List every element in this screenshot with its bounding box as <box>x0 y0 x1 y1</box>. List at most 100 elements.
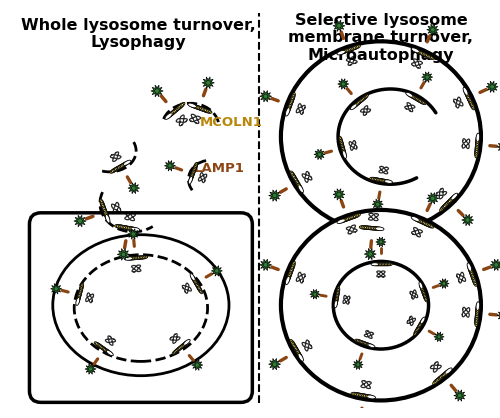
Ellipse shape <box>336 287 340 294</box>
Ellipse shape <box>294 346 299 354</box>
Ellipse shape <box>344 217 352 221</box>
Ellipse shape <box>354 393 364 397</box>
Polygon shape <box>427 24 439 36</box>
Ellipse shape <box>193 105 202 110</box>
Ellipse shape <box>362 394 370 398</box>
Polygon shape <box>151 85 163 97</box>
Ellipse shape <box>440 204 446 211</box>
Ellipse shape <box>383 263 391 266</box>
Ellipse shape <box>168 111 175 117</box>
Ellipse shape <box>470 102 475 110</box>
Ellipse shape <box>416 324 422 330</box>
Ellipse shape <box>341 144 345 152</box>
Ellipse shape <box>78 291 82 299</box>
Ellipse shape <box>53 235 229 376</box>
Ellipse shape <box>348 215 357 219</box>
Ellipse shape <box>360 341 368 345</box>
Ellipse shape <box>420 285 424 292</box>
Ellipse shape <box>347 215 356 220</box>
Ellipse shape <box>463 87 468 95</box>
Ellipse shape <box>124 257 133 260</box>
Ellipse shape <box>464 89 469 97</box>
Polygon shape <box>202 77 214 89</box>
Polygon shape <box>427 193 439 204</box>
Polygon shape <box>364 248 376 260</box>
Ellipse shape <box>124 160 131 166</box>
Ellipse shape <box>467 95 472 103</box>
Ellipse shape <box>415 326 420 333</box>
Ellipse shape <box>475 144 478 153</box>
Ellipse shape <box>104 209 108 218</box>
Ellipse shape <box>80 285 83 293</box>
Ellipse shape <box>131 256 140 260</box>
Ellipse shape <box>470 273 476 281</box>
Ellipse shape <box>192 166 196 173</box>
Polygon shape <box>192 360 203 370</box>
Polygon shape <box>439 279 449 288</box>
Ellipse shape <box>192 167 196 175</box>
Ellipse shape <box>176 346 182 352</box>
Circle shape <box>88 367 92 371</box>
Ellipse shape <box>420 220 428 225</box>
Circle shape <box>430 196 435 201</box>
Ellipse shape <box>104 348 110 354</box>
Ellipse shape <box>337 219 345 224</box>
Ellipse shape <box>476 142 479 151</box>
Polygon shape <box>268 190 280 201</box>
Ellipse shape <box>468 97 472 105</box>
Ellipse shape <box>469 100 474 108</box>
Ellipse shape <box>372 263 380 266</box>
Ellipse shape <box>476 307 479 316</box>
Ellipse shape <box>113 166 120 171</box>
Ellipse shape <box>474 318 478 326</box>
Ellipse shape <box>288 268 293 276</box>
Polygon shape <box>454 390 466 401</box>
Ellipse shape <box>334 297 338 305</box>
Ellipse shape <box>105 349 112 355</box>
Ellipse shape <box>124 226 132 230</box>
Ellipse shape <box>422 289 426 296</box>
Ellipse shape <box>475 312 478 321</box>
Ellipse shape <box>166 112 173 118</box>
Ellipse shape <box>98 344 105 350</box>
Circle shape <box>54 287 58 291</box>
Ellipse shape <box>94 342 101 347</box>
Ellipse shape <box>420 317 425 324</box>
Ellipse shape <box>122 226 131 230</box>
Ellipse shape <box>416 98 423 103</box>
Ellipse shape <box>352 103 358 109</box>
Ellipse shape <box>287 103 292 111</box>
Ellipse shape <box>470 271 474 280</box>
Ellipse shape <box>366 226 375 230</box>
Ellipse shape <box>350 214 358 219</box>
Ellipse shape <box>418 219 426 224</box>
Ellipse shape <box>126 257 134 260</box>
Ellipse shape <box>178 102 185 109</box>
Ellipse shape <box>437 375 444 381</box>
Ellipse shape <box>198 107 207 112</box>
Ellipse shape <box>438 374 446 380</box>
Ellipse shape <box>358 340 365 344</box>
Ellipse shape <box>376 178 384 182</box>
Ellipse shape <box>426 223 434 228</box>
Ellipse shape <box>378 178 386 182</box>
Circle shape <box>368 252 372 256</box>
Ellipse shape <box>342 146 345 154</box>
Ellipse shape <box>204 109 212 113</box>
Ellipse shape <box>334 299 338 306</box>
Circle shape <box>336 23 341 28</box>
Polygon shape <box>422 72 432 82</box>
Ellipse shape <box>176 104 184 110</box>
Ellipse shape <box>416 325 420 332</box>
Ellipse shape <box>191 168 196 176</box>
Polygon shape <box>50 283 62 294</box>
Ellipse shape <box>180 343 186 349</box>
Ellipse shape <box>291 261 296 270</box>
Ellipse shape <box>468 265 472 273</box>
Ellipse shape <box>297 352 302 360</box>
Ellipse shape <box>136 256 144 259</box>
Ellipse shape <box>424 222 432 227</box>
Ellipse shape <box>384 263 392 266</box>
Ellipse shape <box>122 161 130 166</box>
Ellipse shape <box>298 185 304 193</box>
